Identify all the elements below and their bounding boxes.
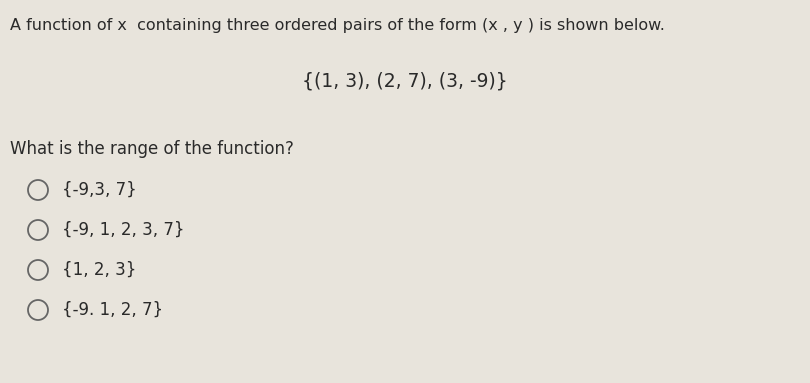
Text: {-9, 1, 2, 3, 7}: {-9, 1, 2, 3, 7} [62, 221, 185, 239]
Text: {1, 2, 3}: {1, 2, 3} [62, 261, 136, 279]
Text: What is the range of the function?: What is the range of the function? [10, 140, 294, 158]
Text: {-9. 1, 2, 7}: {-9. 1, 2, 7} [62, 301, 163, 319]
Text: {-9,3, 7}: {-9,3, 7} [62, 181, 137, 199]
Text: {(1, 3), (2, 7), (3, -9)}: {(1, 3), (2, 7), (3, -9)} [302, 72, 508, 91]
Text: A function of x  containing three ordered pairs of the form (x , y ) is shown be: A function of x containing three ordered… [10, 18, 665, 33]
